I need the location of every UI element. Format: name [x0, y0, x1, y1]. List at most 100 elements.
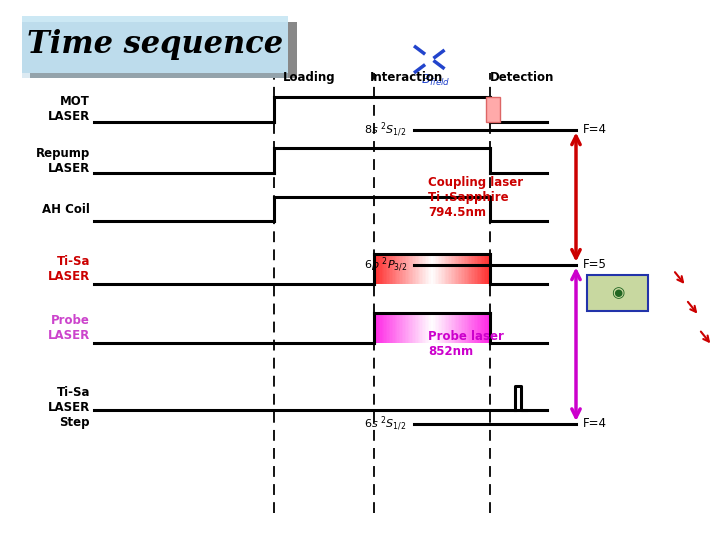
- Bar: [432, 254, 433, 284]
- Bar: [451, 313, 452, 343]
- Bar: [413, 254, 415, 284]
- Bar: [458, 313, 459, 343]
- Text: Time sequence: Time sequence: [27, 29, 284, 60]
- Bar: [415, 254, 416, 284]
- Bar: [436, 313, 438, 343]
- Bar: [403, 254, 405, 284]
- Bar: [477, 313, 478, 343]
- Bar: [465, 254, 467, 284]
- Bar: [445, 254, 446, 284]
- Bar: [448, 254, 449, 284]
- Bar: [484, 254, 485, 284]
- Bar: [380, 254, 382, 284]
- Bar: [439, 254, 441, 284]
- Bar: [395, 254, 396, 284]
- Bar: [379, 313, 380, 343]
- Text: ◉: ◉: [611, 286, 624, 300]
- Bar: [478, 254, 480, 284]
- Bar: [435, 313, 436, 343]
- Bar: [377, 313, 379, 343]
- Bar: [397, 254, 399, 284]
- Bar: [425, 254, 426, 284]
- Bar: [390, 254, 392, 284]
- Bar: [465, 313, 467, 343]
- Bar: [376, 254, 377, 284]
- Bar: [472, 313, 474, 343]
- Bar: [412, 254, 413, 284]
- Bar: [433, 254, 435, 284]
- Text: AH Coil: AH Coil: [42, 202, 90, 216]
- Bar: [484, 313, 485, 343]
- Bar: [480, 254, 481, 284]
- Bar: [478, 313, 480, 343]
- Text: $6p\ ^2P_{3/2}$: $6p\ ^2P_{3/2}$: [364, 255, 407, 274]
- Bar: [410, 254, 412, 284]
- Bar: [446, 254, 448, 284]
- Bar: [587, 275, 648, 310]
- Bar: [456, 254, 458, 284]
- Bar: [469, 254, 471, 284]
- Bar: [455, 254, 456, 284]
- Bar: [406, 254, 408, 284]
- Bar: [428, 313, 429, 343]
- Bar: [392, 254, 393, 284]
- Bar: [482, 254, 484, 284]
- FancyBboxPatch shape: [30, 22, 297, 78]
- Bar: [410, 313, 412, 343]
- Bar: [408, 313, 409, 343]
- Bar: [452, 313, 454, 343]
- Bar: [472, 254, 474, 284]
- Bar: [441, 254, 442, 284]
- Bar: [405, 313, 406, 343]
- Bar: [374, 313, 376, 343]
- Bar: [409, 313, 410, 343]
- Bar: [467, 254, 468, 284]
- Bar: [471, 254, 472, 284]
- Bar: [471, 313, 472, 343]
- Bar: [454, 313, 455, 343]
- Bar: [413, 313, 415, 343]
- Bar: [426, 313, 428, 343]
- Bar: [438, 254, 439, 284]
- Text: F=4: F=4: [583, 123, 607, 136]
- Bar: [406, 313, 408, 343]
- Text: Interaction: Interaction: [370, 71, 444, 84]
- Text: Detection: Detection: [490, 71, 554, 84]
- Bar: [486, 97, 500, 122]
- Bar: [449, 254, 451, 284]
- Bar: [412, 313, 413, 343]
- Bar: [374, 254, 376, 284]
- Bar: [396, 254, 397, 284]
- Bar: [386, 313, 387, 343]
- Bar: [487, 313, 488, 343]
- Bar: [382, 313, 383, 343]
- Bar: [400, 313, 402, 343]
- Bar: [488, 254, 490, 284]
- Bar: [458, 254, 459, 284]
- Bar: [444, 254, 445, 284]
- Text: $6s\ ^2S_{1/2}$: $6s\ ^2S_{1/2}$: [364, 415, 407, 433]
- Bar: [442, 254, 444, 284]
- Bar: [432, 313, 433, 343]
- Bar: [390, 313, 392, 343]
- Bar: [459, 254, 461, 284]
- Text: Probe laser
852nm: Probe laser 852nm: [428, 330, 504, 358]
- Text: Repump
LASER: Repump LASER: [36, 147, 90, 174]
- Bar: [392, 313, 393, 343]
- Text: Probe
LASER: Probe LASER: [48, 314, 90, 342]
- Bar: [418, 254, 419, 284]
- Bar: [387, 313, 389, 343]
- Bar: [389, 254, 390, 284]
- Bar: [461, 254, 462, 284]
- Bar: [384, 313, 386, 343]
- Bar: [431, 254, 432, 284]
- Bar: [431, 313, 432, 343]
- Text: Coupling laser
Ti :Sapphire
794.5nm: Coupling laser Ti :Sapphire 794.5nm: [428, 176, 523, 219]
- Bar: [488, 313, 490, 343]
- FancyBboxPatch shape: [22, 16, 288, 73]
- Bar: [469, 313, 471, 343]
- Bar: [481, 313, 482, 343]
- FancyBboxPatch shape: [22, 22, 288, 78]
- Bar: [419, 254, 420, 284]
- Bar: [441, 313, 442, 343]
